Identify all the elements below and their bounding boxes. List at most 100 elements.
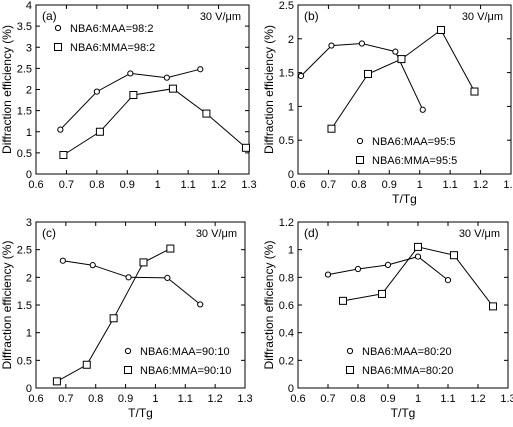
data-point xyxy=(59,150,68,159)
y-tick-label: 0.5 xyxy=(17,355,32,367)
legend-label: NBA6:MMA=98:2 xyxy=(70,42,155,54)
data-point xyxy=(241,143,250,152)
data-point xyxy=(168,84,177,93)
series-line xyxy=(59,68,201,130)
x-tick-label: 0.7 xyxy=(320,393,335,405)
data-point xyxy=(489,302,497,311)
data-point xyxy=(93,88,100,95)
series-line xyxy=(300,42,424,111)
y-tick-label: 0 xyxy=(288,383,294,395)
series xyxy=(297,40,426,113)
series xyxy=(339,242,497,311)
x-tick-label: 1 xyxy=(415,393,421,405)
data-point xyxy=(197,66,204,73)
y-tick-label: 0 xyxy=(288,169,294,181)
x-tick-label: 1 xyxy=(155,179,161,191)
y-axis-title: Diffraction efficiency (%) xyxy=(262,25,276,154)
data-point xyxy=(363,69,372,78)
data-point xyxy=(437,26,446,35)
y-tick-label: 0.6 xyxy=(279,300,294,312)
legend: NBA6:MAA=98:2 NBA6:MMA=98:2 xyxy=(54,23,155,54)
y-tick-label: 3 xyxy=(26,42,32,54)
field-annotation: 30 V/μm xyxy=(459,228,500,240)
data-point xyxy=(339,296,347,305)
legend-marker xyxy=(356,156,364,164)
x-tick-label: 0.8 xyxy=(89,179,104,191)
field-annotation: 30 V/μm xyxy=(462,11,503,23)
data-point xyxy=(444,277,452,284)
x-tick-label: 0.7 xyxy=(59,179,74,191)
data-point xyxy=(89,262,96,269)
x-tick-label: 0.6 xyxy=(28,393,43,405)
data-point xyxy=(202,109,211,118)
data-point xyxy=(414,242,422,251)
chart-panel: 0.6 0.7 0.8 0.9 1 1.1 1.2 1.3 0 0.5 1 1.5 2 2.5 3 3.5 4 D… xyxy=(0,0,257,191)
data-point xyxy=(358,40,365,47)
data-point xyxy=(392,48,399,55)
legend-label: NBA6:MAA=90:10 xyxy=(140,346,230,358)
data-point xyxy=(95,127,104,136)
data-point xyxy=(125,274,132,281)
series xyxy=(57,66,204,133)
x-tick-label: 0.7 xyxy=(58,393,73,405)
panel-label: (a) xyxy=(42,9,57,23)
legend-label: NBA6:MMA=90:10 xyxy=(140,365,231,377)
data-point xyxy=(378,289,386,298)
chart-panel: 0.6 0.7 0.8 0.9 1 1.1 1.2 1.3 0 0.5 1 1.5 2 2.5 3 T/Tg D… xyxy=(0,217,253,420)
data-point xyxy=(163,74,170,81)
y-tick-label: 1.2 xyxy=(279,217,294,229)
legend-label: NBA6:MMA=80:20 xyxy=(362,365,453,377)
legend-marker xyxy=(124,366,132,374)
legend-label: NBA6:MAA=95:5 xyxy=(372,136,455,148)
data-point xyxy=(57,126,64,133)
field-annotation: 30 V/μm xyxy=(196,228,237,240)
data-point xyxy=(197,301,204,308)
legend-label: NBA6:MMA=95:5 xyxy=(372,155,457,167)
x-tick-label: 0.7 xyxy=(321,179,336,191)
data-point xyxy=(52,377,61,386)
x-tick-label: 1.2 xyxy=(473,179,488,191)
data-point xyxy=(127,70,134,77)
x-tick-label: 1 xyxy=(152,393,158,405)
x-tick-label: 1 xyxy=(417,179,423,191)
data-point xyxy=(397,55,406,64)
y-tick-label: 0.5 xyxy=(17,148,32,160)
x-tick-label: 1.2 xyxy=(211,179,226,191)
x-axis-title: T/Tg xyxy=(392,192,417,206)
x-tick-label: 1.3 xyxy=(500,393,513,405)
data-point xyxy=(414,253,422,260)
data-point xyxy=(354,265,362,273)
series xyxy=(52,244,175,386)
x-tick-label: 1.3 xyxy=(241,179,256,191)
x-tick-label: 1.1 xyxy=(180,179,195,191)
data-point xyxy=(324,271,332,278)
y-tick-label: 2 xyxy=(26,272,32,284)
y-tick-label: 2.5 xyxy=(279,0,294,12)
legend-marker xyxy=(346,366,354,374)
x-tick-label: 1.3 xyxy=(237,393,252,405)
data-point xyxy=(450,251,458,260)
y-tick-label: 1.5 xyxy=(17,106,32,118)
chart-panel: 0.6 0.7 0.8 0.9 1 1.1 1.2 1.3 0 0.5 1 1.5 2 2.5 T/Tg Di… xyxy=(262,0,513,206)
legend-marker xyxy=(54,43,62,51)
y-tick-label: 0.4 xyxy=(279,328,294,340)
y-tick-label: 0.2 xyxy=(279,355,294,367)
y-axis-title: Diffraction efficiency (%) xyxy=(0,25,14,154)
data-point xyxy=(164,274,171,281)
legend-marker xyxy=(356,137,364,145)
series xyxy=(59,84,250,159)
y-tick-label: 2 xyxy=(26,85,32,97)
data-point xyxy=(384,261,392,268)
x-tick-label: 0.6 xyxy=(28,179,43,191)
series xyxy=(327,26,479,133)
y-tick-label: 1.5 xyxy=(17,300,32,312)
y-tick-label: 0.5 xyxy=(279,135,294,147)
panel-label: (c) xyxy=(42,226,56,240)
legend-marker xyxy=(346,347,354,355)
y-tick-label: 2.5 xyxy=(17,63,32,75)
data-point xyxy=(328,42,335,49)
legend: NBA6:MAA=95:5 NBA6:MMA=95:5 xyxy=(356,136,457,167)
chart-panel: 0.6 0.7 0.8 0.9 1 1.1 1.2 1.3 0 0.2 0.4 0.6 0.8 1 1.2 T… xyxy=(262,217,513,420)
legend-label: NBA6:MAA=80:20 xyxy=(362,346,452,358)
